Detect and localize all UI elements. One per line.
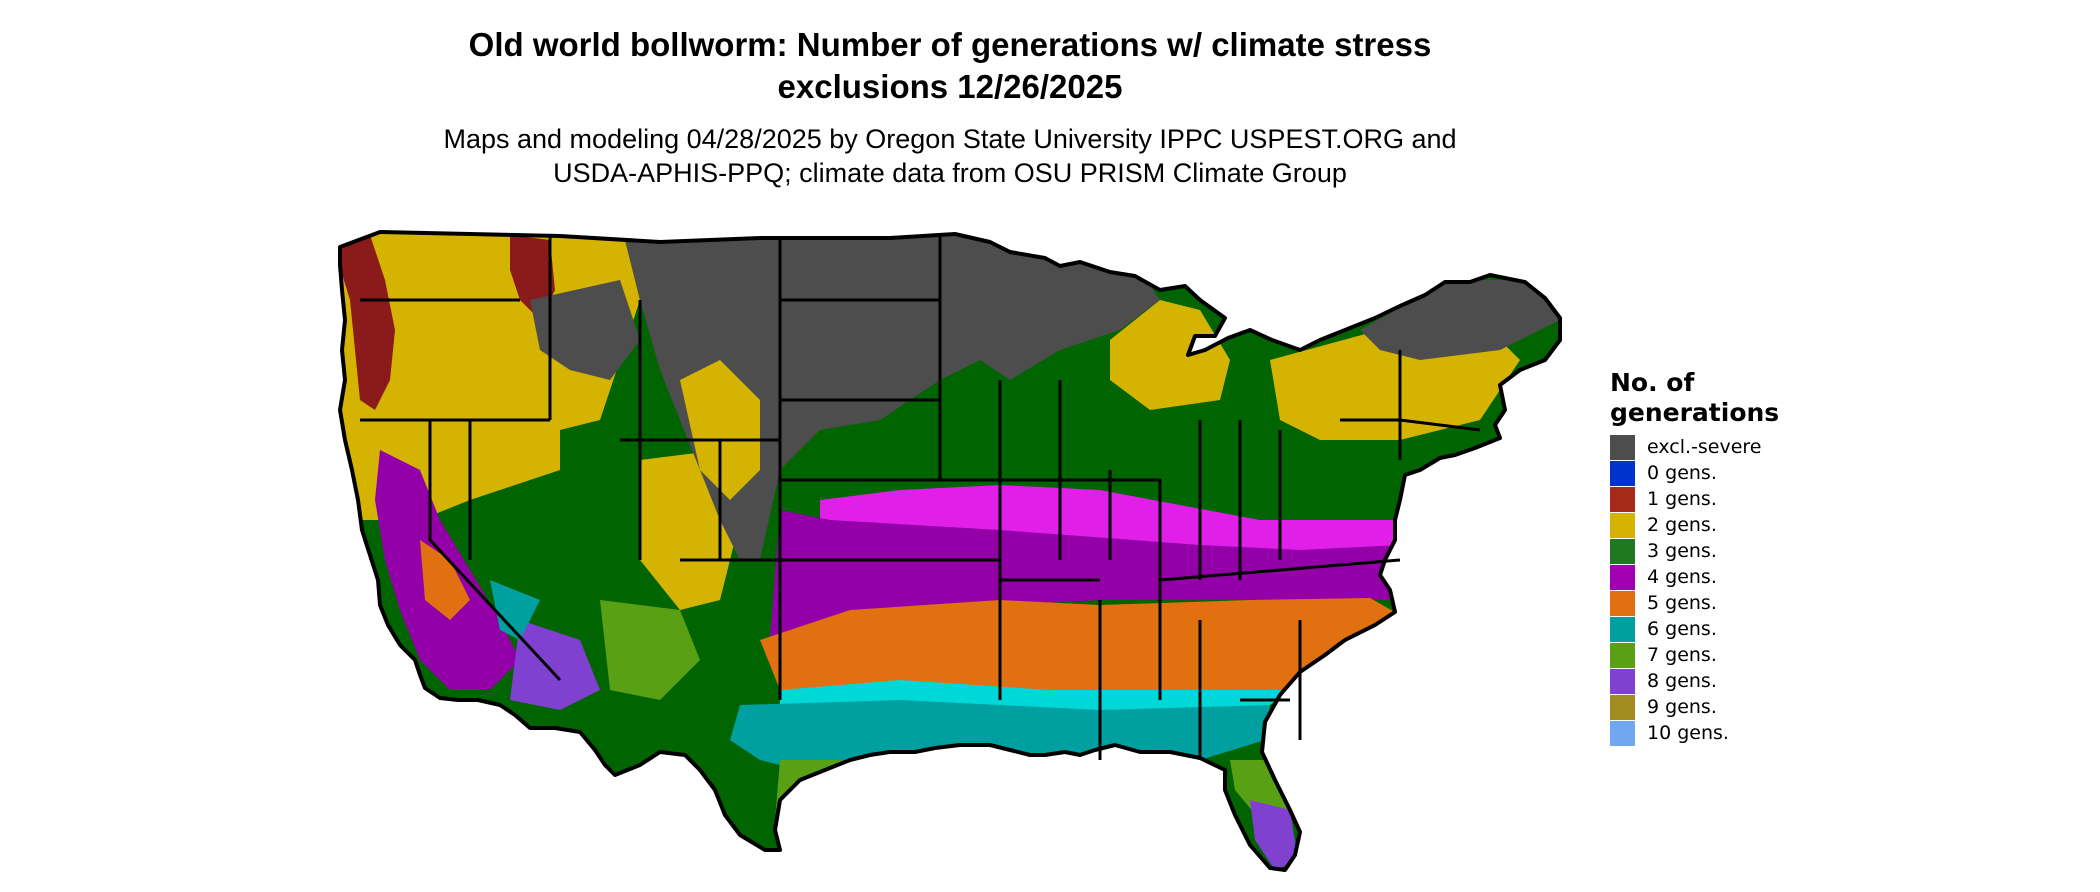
legend-swatch <box>1610 486 1635 512</box>
legend-title-line1: No. of <box>1610 368 1695 397</box>
legend-swatch <box>1610 434 1635 460</box>
legend-swatch <box>1610 668 1635 694</box>
legend-label: 0 gens. <box>1647 462 1717 484</box>
us-generations-map <box>338 230 1562 872</box>
generation-regions <box>340 232 1560 870</box>
legend-item: 1 gens. <box>1610 486 1779 512</box>
region-2-gens-colorado-plateau <box>680 360 760 500</box>
legend-swatch <box>1610 460 1635 486</box>
legend-swatch <box>1610 512 1635 538</box>
legend-label: 4 gens. <box>1647 566 1717 588</box>
state-borders <box>360 236 1481 760</box>
legend-item: 4 gens. <box>1610 564 1779 590</box>
region-8-gens-desert <box>510 620 600 710</box>
legend-swatch <box>1610 538 1635 564</box>
legend-item: 8 gens. <box>1610 668 1779 694</box>
region-excl-new-england <box>1360 280 1560 360</box>
legend-item: 3 gens. <box>1610 538 1779 564</box>
legend-item: 7 gens. <box>1610 642 1779 668</box>
legend-label: 6 gens. <box>1647 618 1717 640</box>
legend-label: 7 gens. <box>1647 644 1717 666</box>
map-title: Old world bollworm: Number of generation… <box>0 24 1900 108</box>
legend-swatch <box>1610 616 1635 642</box>
region-1-gens-cascades <box>340 235 395 410</box>
legend-swatch <box>1610 694 1635 720</box>
map-title-line1: Old world bollworm: Number of generation… <box>468 26 1432 63</box>
legend-label: 8 gens. <box>1647 670 1717 692</box>
region-5-gens-band <box>760 598 1400 700</box>
legend-items: excl.-severe 0 gens. 1 gens. 2 gens. 3 g… <box>1610 434 1779 746</box>
region-excl-idaho-montana <box>530 280 640 380</box>
legend-swatch <box>1610 590 1635 616</box>
legend-label: 2 gens. <box>1647 514 1717 536</box>
legend-item: 9 gens. <box>1610 694 1779 720</box>
region-2-gens-michigan <box>1110 300 1230 410</box>
legend: No. of generations excl.-severe 0 gens. … <box>1610 368 1779 746</box>
legend-title: No. of generations <box>1610 368 1779 428</box>
region-6-gens-desert-edge <box>490 580 540 640</box>
legend-item: 0 gens. <box>1610 460 1779 486</box>
legend-swatch <box>1610 564 1635 590</box>
legend-label: 10 gens. <box>1647 722 1729 744</box>
legend-item: 10 gens. <box>1610 720 1779 746</box>
map-subtitle-line2: USDA-APHIS-PPQ; climate data from OSU PR… <box>553 158 1347 188</box>
map-subtitle: Maps and modeling 04/28/2025 by Oregon S… <box>0 122 1900 190</box>
legend-item: 5 gens. <box>1610 590 1779 616</box>
region-3-gens-great-basin <box>560 420 640 560</box>
legend-label: 9 gens. <box>1647 696 1717 718</box>
legend-label: excl.-severe <box>1647 436 1762 458</box>
map-title-line2: exclusions 12/26/2025 <box>777 68 1123 105</box>
legend-label: 5 gens. <box>1647 592 1717 614</box>
region-8-gens-south-texas <box>790 800 840 855</box>
legend-label: 3 gens. <box>1647 540 1717 562</box>
legend-item: excl.-severe <box>1610 434 1779 460</box>
region-7-gens-arizona <box>600 600 700 700</box>
legend-item: 2 gens. <box>1610 512 1779 538</box>
legend-swatch <box>1610 720 1635 746</box>
region-7-gens-south-texas <box>775 760 880 850</box>
region-8-gens-florida <box>1250 800 1298 870</box>
legend-label: 1 gens. <box>1647 488 1717 510</box>
legend-title-line2: generations <box>1610 398 1780 427</box>
region-5-gens-central-valley <box>420 540 470 620</box>
map-subtitle-line1: Maps and modeling 04/28/2025 by Oregon S… <box>443 124 1457 154</box>
legend-swatch <box>1610 642 1635 668</box>
legend-item: 6 gens. <box>1610 616 1779 642</box>
